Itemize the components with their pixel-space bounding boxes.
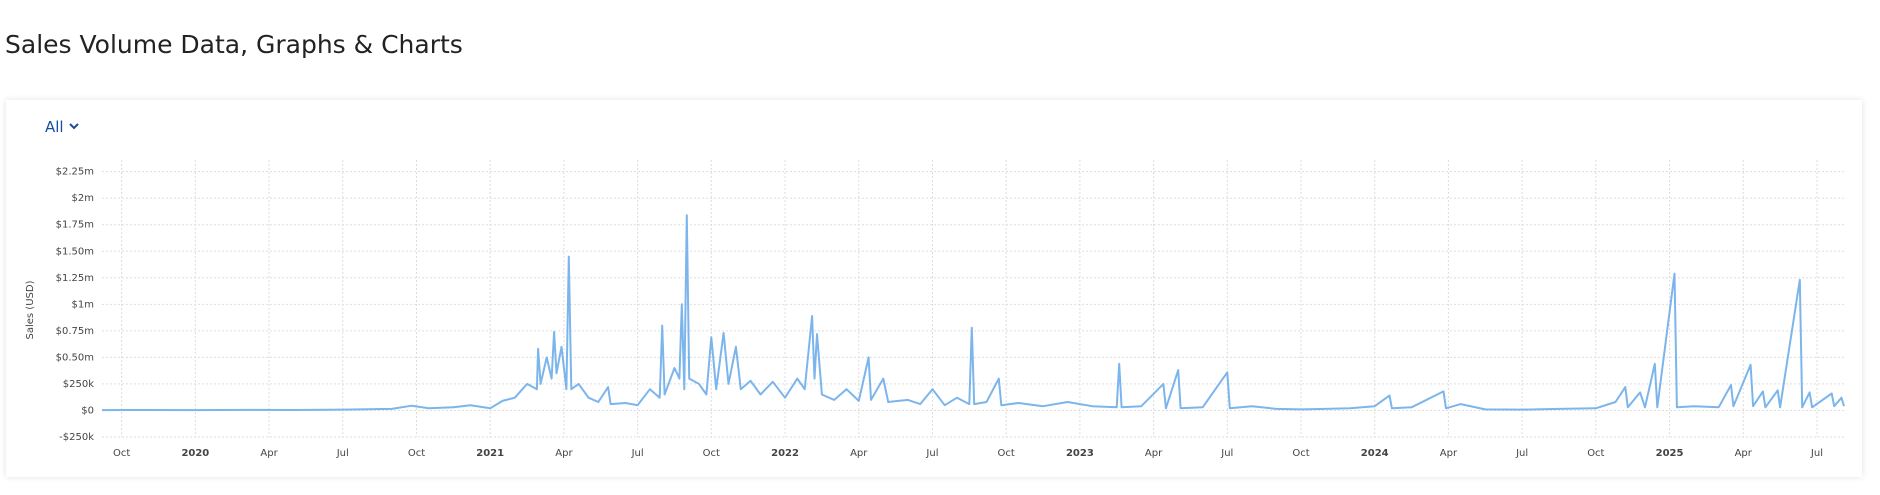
x-tick-label: 2025	[1656, 448, 1684, 459]
x-tick-label: 2021	[476, 448, 504, 459]
x-tick-label: 2022	[771, 448, 799, 459]
y-tick-label: $1.75m	[56, 220, 94, 231]
x-tick-label: Apr	[555, 448, 573, 459]
y-tick-label: $1.50m	[56, 246, 94, 257]
x-tick-label: Oct	[1292, 448, 1309, 459]
page-title: Sales Volume Data, Graphs & Charts	[5, 30, 463, 59]
x-tick-label: Oct	[113, 448, 130, 459]
y-tick-label: $1m	[72, 299, 94, 310]
x-tick-label: Jul	[336, 448, 349, 459]
dropdown-label[interactable]: All	[45, 118, 64, 136]
y-tick-label: $250k	[63, 379, 94, 390]
range-dropdown[interactable]: All	[45, 118, 80, 136]
x-tick-label: 2024	[1361, 448, 1389, 459]
x-tick-label: Oct	[998, 448, 1015, 459]
x-tick-label: Jul	[1515, 448, 1528, 459]
x-tick-label: 2023	[1066, 448, 1094, 459]
x-tick-label: Jul	[1810, 448, 1823, 459]
y-tick-label: $2m	[72, 193, 94, 204]
x-tick-label: Apr	[1440, 448, 1458, 459]
x-tick-label: 2020	[181, 448, 209, 459]
chevron-icon	[69, 123, 80, 130]
x-tick-label: Jul	[631, 448, 644, 459]
x-tick-label: Jul	[925, 448, 938, 459]
x-tick-label: Oct	[703, 448, 720, 459]
y-tick-label: -$250k	[59, 432, 94, 443]
y-tick-label: $1.25m	[56, 273, 94, 284]
chart-card	[6, 100, 1862, 477]
y-tick-label: $0.75m	[56, 326, 94, 337]
y-axis-title: Sales (USD)	[25, 280, 36, 339]
x-tick-label: Apr	[1145, 448, 1163, 459]
y-tick-label: $0.50m	[56, 352, 94, 363]
sales-line	[101, 214, 1845, 412]
x-tick-label: Oct	[1587, 448, 1604, 459]
x-tick-label: Apr	[1735, 448, 1753, 459]
x-tick-label: Jul	[1220, 448, 1233, 459]
y-tick-label: $2.25m	[56, 167, 94, 178]
y-tick-label: $0	[81, 405, 94, 416]
x-tick-label: Oct	[408, 448, 425, 459]
x-tick-label: Apr	[260, 448, 278, 459]
x-tick-label: Apr	[850, 448, 868, 459]
